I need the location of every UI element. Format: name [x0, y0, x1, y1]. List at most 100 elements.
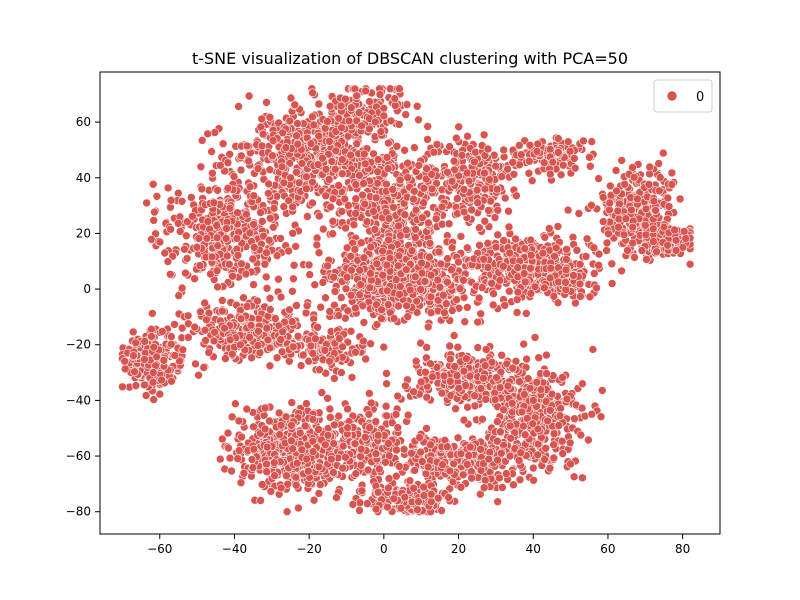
data-point — [247, 353, 256, 363]
data-point — [281, 143, 291, 152]
data-point — [365, 283, 375, 293]
data-point — [210, 327, 219, 337]
data-point — [242, 209, 251, 219]
data-point — [174, 188, 183, 198]
data-point — [223, 183, 233, 193]
data-point — [326, 202, 335, 212]
data-point — [553, 222, 563, 231]
data-point — [389, 314, 399, 323]
data-point — [269, 458, 279, 468]
data-point — [288, 342, 298, 352]
data-point — [261, 272, 271, 282]
data-point — [479, 254, 489, 264]
data-point — [411, 205, 421, 215]
data-point — [479, 130, 489, 140]
data-point — [571, 298, 580, 308]
data-point — [429, 147, 439, 157]
data-point — [416, 377, 426, 387]
data-point — [221, 354, 230, 363]
data-point — [268, 151, 277, 160]
data-point — [190, 274, 199, 284]
data-point — [365, 97, 374, 106]
data-point — [452, 371, 462, 380]
data-point — [444, 219, 454, 229]
data-point — [366, 242, 376, 252]
data-point — [382, 286, 392, 296]
data-point — [519, 339, 529, 349]
data-point — [364, 389, 374, 398]
data-point — [551, 243, 561, 253]
data-point — [291, 472, 301, 482]
data-point — [365, 124, 374, 134]
data-point — [204, 348, 214, 357]
data-point — [287, 436, 296, 446]
data-point — [323, 117, 332, 126]
data-point — [395, 84, 404, 93]
data-point — [499, 145, 509, 155]
data-point — [260, 424, 270, 434]
data-point — [223, 428, 233, 438]
data-point — [382, 369, 391, 378]
data-point — [141, 391, 151, 400]
data-point — [409, 387, 419, 397]
chart-title: t-SNE visualization of DBSCAN clustering… — [192, 49, 628, 68]
data-point — [200, 298, 209, 308]
data-point — [504, 222, 514, 232]
data-point — [382, 411, 392, 421]
data-point — [578, 379, 587, 389]
data-point — [373, 167, 383, 177]
data-point — [149, 216, 158, 225]
data-point — [329, 420, 339, 430]
data-point — [598, 193, 608, 202]
data-point — [166, 225, 175, 234]
data-point — [585, 292, 595, 302]
data-point — [301, 308, 311, 318]
data-point — [246, 320, 256, 330]
data-point — [289, 274, 298, 284]
data-point — [260, 403, 270, 413]
data-point — [325, 413, 335, 422]
data-point — [236, 165, 246, 175]
data-point — [276, 483, 286, 493]
data-point — [457, 151, 467, 160]
data-point — [450, 362, 460, 371]
data-point — [130, 367, 139, 377]
data-point — [649, 196, 659, 206]
data-point — [131, 381, 141, 390]
data-point — [480, 168, 489, 178]
data-point — [265, 214, 275, 223]
data-point — [655, 173, 665, 182]
data-point — [645, 162, 655, 172]
data-point — [278, 128, 288, 138]
data-point — [231, 399, 240, 409]
data-point — [155, 389, 165, 399]
data-point — [318, 278, 328, 287]
data-point — [216, 161, 225, 170]
data-point — [293, 139, 303, 149]
data-point — [491, 242, 501, 252]
data-point — [274, 274, 283, 284]
data-point — [216, 454, 225, 464]
data-point — [474, 293, 484, 303]
data-point — [195, 261, 205, 270]
data-point — [483, 239, 493, 248]
data-point — [379, 104, 389, 113]
data-point — [276, 335, 286, 344]
data-point — [470, 391, 479, 401]
data-point — [575, 279, 585, 289]
data-point — [526, 250, 536, 260]
data-point — [617, 266, 626, 276]
data-point — [347, 373, 357, 382]
data-point — [462, 303, 472, 312]
data-point — [403, 173, 413, 182]
data-point — [282, 471, 291, 481]
data-point — [183, 217, 192, 226]
data-point — [605, 198, 615, 208]
data-point — [428, 372, 437, 382]
data-point — [288, 229, 298, 238]
data-point — [263, 335, 273, 345]
data-point — [377, 314, 386, 323]
data-point — [393, 423, 403, 432]
data-point — [248, 254, 258, 264]
